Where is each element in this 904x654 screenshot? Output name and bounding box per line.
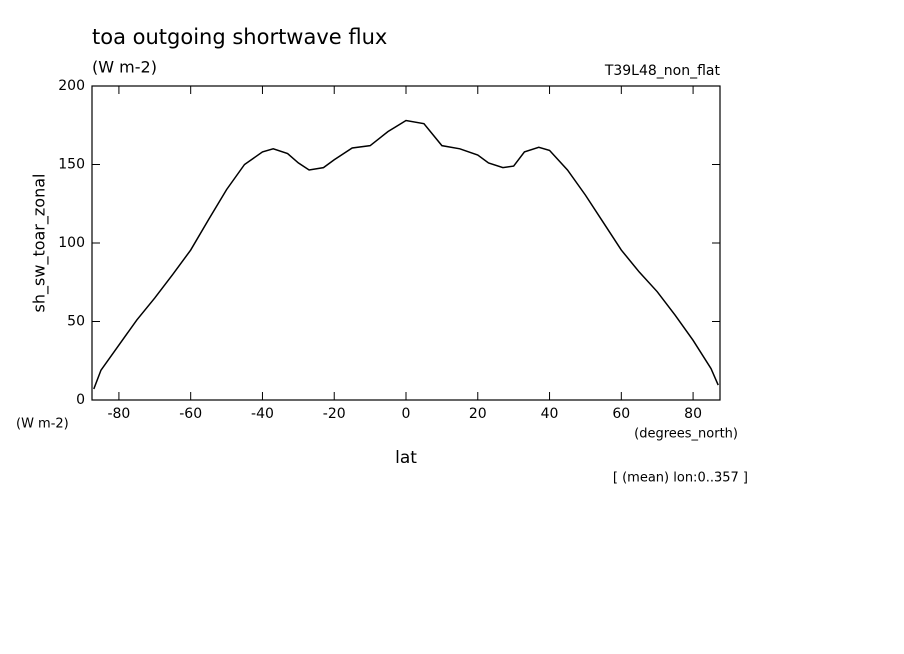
y-tick-label: 100	[58, 235, 85, 251]
y-tick-label: 200	[58, 78, 85, 94]
chart-title: toa outgoing shortwave flux	[92, 25, 387, 49]
x-axis-label: lat	[395, 448, 417, 468]
y-tick-label: 0	[76, 392, 85, 408]
subtitle: (W m-2)	[92, 58, 157, 77]
x-tick-label: -20	[323, 406, 346, 422]
x-tick-label: 40	[541, 406, 559, 422]
x-tick-label: 80	[684, 406, 702, 422]
x-tick-label: 20	[469, 406, 487, 422]
x-tick-label: 60	[612, 406, 630, 422]
footnote: [ (mean) lon:0..357 ]	[613, 471, 748, 486]
dataset-label: T39L48_non_flat	[604, 63, 721, 79]
x-tick-label: -60	[179, 406, 202, 422]
y-tick-label: 50	[67, 314, 85, 330]
y-units: (W m-2)	[16, 417, 69, 432]
x-tick-label: 0	[402, 406, 411, 422]
x-tick-label: -80	[107, 406, 130, 422]
data-line	[93, 119, 719, 390]
y-tick-label: 150	[58, 157, 85, 173]
x-tick-label: -40	[251, 406, 274, 422]
y-axis-label: sh_sw_toar_zonal	[30, 174, 50, 313]
x-units: (degrees_north)	[634, 427, 738, 442]
